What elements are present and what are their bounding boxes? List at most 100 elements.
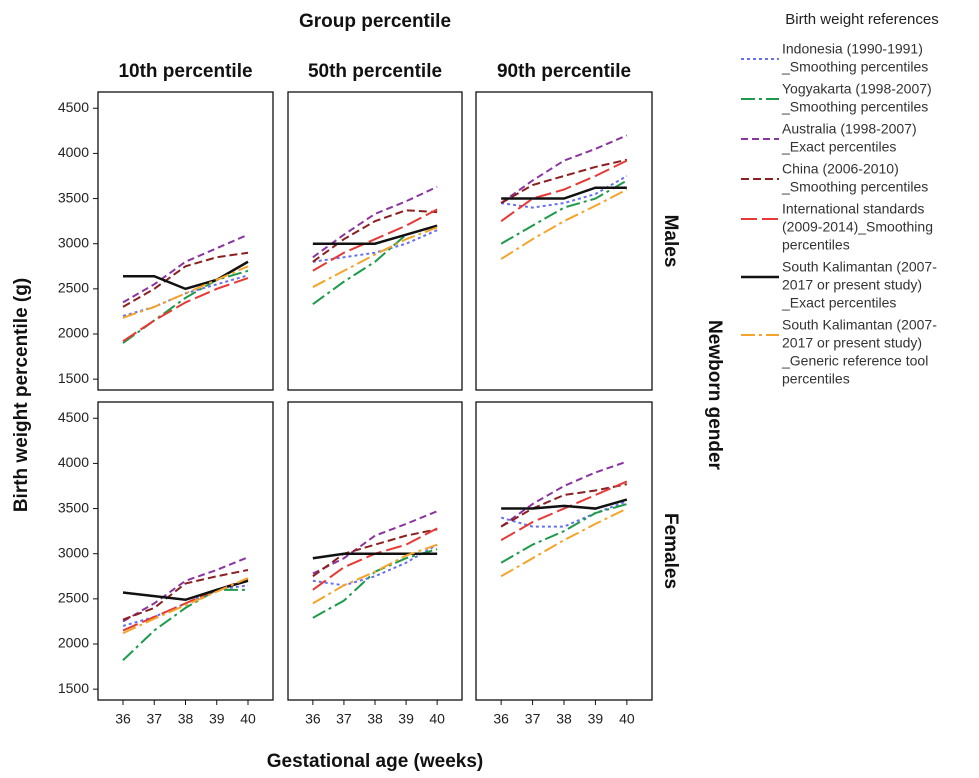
- x-tick-label: 40: [429, 711, 445, 727]
- series-line: [312, 543, 438, 605]
- series-line: [312, 208, 438, 272]
- x-axis-label: Gestational age (weeks): [267, 751, 483, 772]
- column-label: 90th percentile: [497, 61, 631, 82]
- series-line: [500, 507, 628, 578]
- series-line: [122, 588, 248, 661]
- legend-label: China (2006-2010): [782, 161, 899, 177]
- legend-label: _Smoothing percentiles: [781, 99, 928, 115]
- x-tick-label: 36: [305, 711, 321, 727]
- series-line: [122, 233, 249, 304]
- series-line: [122, 579, 249, 602]
- legend-label: Yogyakarta (1998-2007): [782, 81, 932, 97]
- y-tick-label: 3500: [58, 189, 89, 205]
- x-tick-label: 39: [209, 711, 225, 727]
- legend-label: _Smoothing percentiles: [781, 179, 928, 195]
- y-tick-label: 4000: [58, 454, 89, 470]
- legend-label: 2017 or present study): [782, 277, 922, 293]
- series-line: [122, 277, 249, 343]
- series-line: [501, 186, 627, 200]
- x-tick-label: 37: [146, 711, 162, 727]
- series-line: [500, 503, 628, 564]
- series-line: [500, 159, 628, 222]
- panel-frame: [97, 91, 274, 391]
- column-label: 10th percentile: [118, 61, 252, 82]
- series-line: [312, 552, 438, 560]
- series-line: [500, 500, 628, 528]
- row-label: Females: [660, 513, 681, 589]
- legend-label: _Generic reference tool: [781, 353, 928, 369]
- y-tick-label: 2500: [58, 280, 89, 296]
- y-tick-label: 3000: [58, 234, 89, 250]
- legend-label: 2017 or present study): [782, 335, 922, 351]
- y-tick-label: 2500: [58, 590, 89, 606]
- x-tick-label: 40: [240, 711, 256, 727]
- series-line: [500, 188, 628, 260]
- x-tick-label: 40: [619, 711, 635, 727]
- series-line: [312, 528, 438, 578]
- legend-title: Birth weight references: [785, 11, 938, 28]
- legend-label: percentiles: [782, 237, 850, 253]
- y-tick-label: 4000: [58, 144, 89, 160]
- series-line: [122, 251, 249, 308]
- x-tick-label: 38: [367, 711, 383, 727]
- y-tick-label: 2000: [58, 325, 89, 341]
- row-title: Newborn gender: [704, 320, 725, 471]
- series-line: [312, 543, 438, 587]
- series-line: [122, 568, 249, 621]
- series-line: [122, 269, 249, 344]
- series-line: [123, 260, 249, 291]
- panel-frame: [475, 401, 653, 701]
- x-tick-label: 38: [178, 711, 194, 727]
- series-line: [122, 556, 249, 623]
- legend-label: International standards: [782, 201, 924, 217]
- series-line: [501, 498, 628, 510]
- row-label: Males: [660, 215, 681, 268]
- legend-label: _Exact percentiles: [781, 295, 896, 311]
- series-line: [500, 158, 628, 204]
- series-line: [312, 226, 438, 288]
- y-tick-label: 3500: [58, 499, 89, 515]
- series-line: [122, 577, 249, 635]
- x-tick-label: 36: [493, 711, 509, 727]
- column-label: 50th percentile: [308, 61, 442, 82]
- series-line: [122, 265, 249, 319]
- y-tick-label: 4500: [58, 99, 89, 115]
- series-line: [312, 229, 438, 263]
- legend-label: South Kalimantan (2007-: [782, 259, 937, 275]
- series-line: [312, 209, 438, 263]
- y-tick-label: 3000: [58, 544, 89, 560]
- x-tick-label: 36: [115, 711, 131, 727]
- legend-label: _Smoothing percentiles: [781, 59, 928, 75]
- x-tick-label: 39: [398, 711, 414, 727]
- series-line: [312, 527, 438, 591]
- panel-frame: [475, 91, 653, 391]
- y-tick-label: 1500: [58, 680, 89, 696]
- column-title: Group percentile: [299, 11, 451, 32]
- y-axis-label: Birth weight percentile (g): [11, 278, 32, 512]
- panel-frame: [287, 91, 463, 391]
- legend-label: Indonesia (1990-1991): [782, 41, 923, 57]
- series-line: [312, 185, 438, 259]
- y-tick-label: 4500: [58, 409, 89, 425]
- series-line: [500, 134, 628, 204]
- series-line: [500, 480, 628, 542]
- series-line: [312, 224, 438, 245]
- y-tick-label: 1500: [58, 370, 89, 386]
- y-tick-label: 2000: [58, 635, 89, 651]
- x-tick-label: 38: [556, 711, 572, 727]
- x-tick-label: 39: [588, 711, 604, 727]
- legend-label: (2009-2014)_Smoothing: [782, 219, 933, 235]
- x-tick-label: 37: [336, 711, 352, 727]
- series-line: [500, 460, 628, 528]
- legend-label: South Kalimantan (2007-: [782, 317, 937, 333]
- panel-frame: [97, 401, 274, 701]
- legend-label: percentiles: [782, 371, 850, 387]
- series-line: [312, 510, 438, 575]
- legend-label: _Exact percentiles: [781, 139, 896, 155]
- x-tick-label: 37: [525, 711, 541, 727]
- series-line: [500, 483, 628, 528]
- panel-frame: [287, 401, 463, 701]
- legend-label: Australia (1998-2007): [782, 121, 917, 137]
